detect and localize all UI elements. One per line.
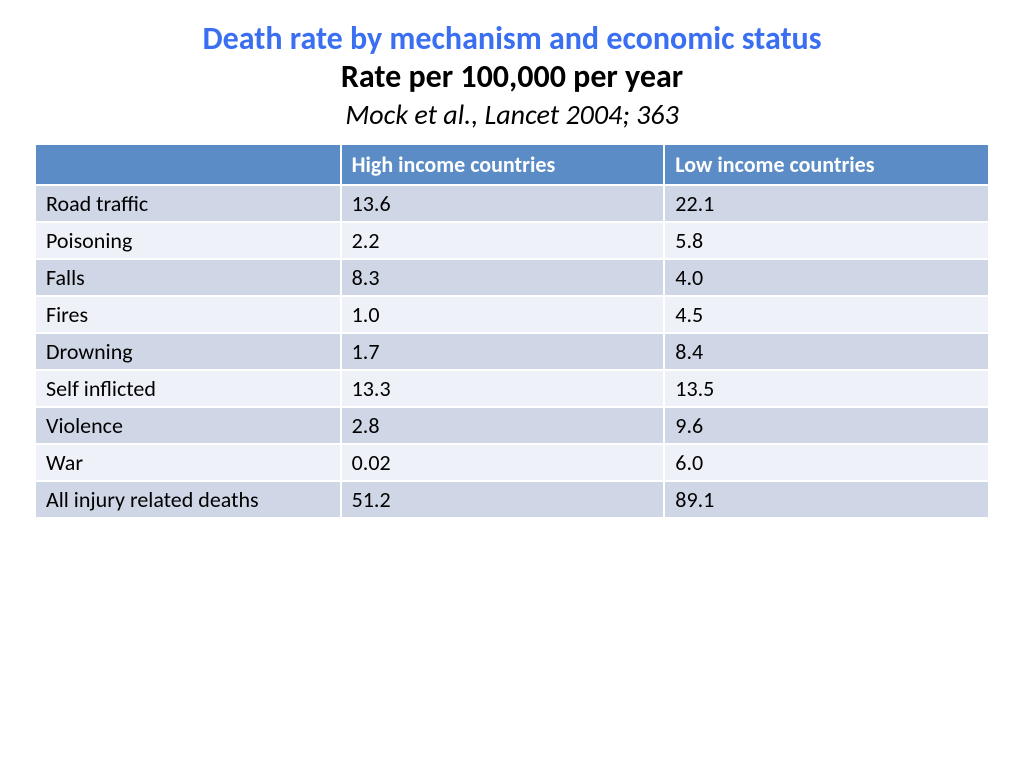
title-line-1: Death rate by mechanism and economic sta… <box>36 20 988 58</box>
table-row: Violence2.89.6 <box>36 407 988 444</box>
row-label: Fires <box>36 296 341 333</box>
row-value: 89.1 <box>664 481 988 517</box>
table-row: Falls8.34.0 <box>36 259 988 296</box>
title-line-3: Mock et al., Lancet 2004; 363 <box>36 98 988 131</box>
table-row: War0.026.0 <box>36 444 988 481</box>
slide: Death rate by mechanism and economic sta… <box>0 0 1024 768</box>
row-label: War <box>36 444 341 481</box>
death-rate-table: High income countries Low income countri… <box>36 145 988 517</box>
row-value: 8.3 <box>341 259 665 296</box>
table-row: Poisoning2.25.8 <box>36 222 988 259</box>
table-row: Fires1.04.5 <box>36 296 988 333</box>
table-row: Road traffic13.622.1 <box>36 185 988 222</box>
table-row: Drowning1.78.4 <box>36 333 988 370</box>
col-header-high-income: High income countries <box>341 145 665 185</box>
row-value: 2.2 <box>341 222 665 259</box>
col-header-low-income: Low income countries <box>664 145 988 185</box>
row-label: Drowning <box>36 333 341 370</box>
title-line-2: Rate per 100,000 per year <box>36 58 988 96</box>
row-value: 13.3 <box>341 370 665 407</box>
table-body: Road traffic13.622.1Poisoning2.25.8Falls… <box>36 185 988 517</box>
row-label: Poisoning <box>36 222 341 259</box>
row-label: All injury related deaths <box>36 481 341 517</box>
row-value: 4.5 <box>664 296 988 333</box>
row-value: 0.02 <box>341 444 665 481</box>
row-value: 51.2 <box>341 481 665 517</box>
row-value: 1.0 <box>341 296 665 333</box>
row-value: 4.0 <box>664 259 988 296</box>
col-header-blank <box>36 145 341 185</box>
row-value: 9.6 <box>664 407 988 444</box>
table-row: Self inflicted13.313.5 <box>36 370 988 407</box>
row-label: Self inflicted <box>36 370 341 407</box>
row-value: 13.6 <box>341 185 665 222</box>
row-label: Road traffic <box>36 185 341 222</box>
table-row: All injury related deaths51.289.1 <box>36 481 988 517</box>
row-value: 5.8 <box>664 222 988 259</box>
row-value: 1.7 <box>341 333 665 370</box>
table-header: High income countries Low income countri… <box>36 145 988 185</box>
row-value: 6.0 <box>664 444 988 481</box>
row-label: Violence <box>36 407 341 444</box>
row-value: 22.1 <box>664 185 988 222</box>
row-value: 2.8 <box>341 407 665 444</box>
row-value: 8.4 <box>664 333 988 370</box>
title-block: Death rate by mechanism and economic sta… <box>36 20 988 131</box>
row-label: Falls <box>36 259 341 296</box>
row-value: 13.5 <box>664 370 988 407</box>
